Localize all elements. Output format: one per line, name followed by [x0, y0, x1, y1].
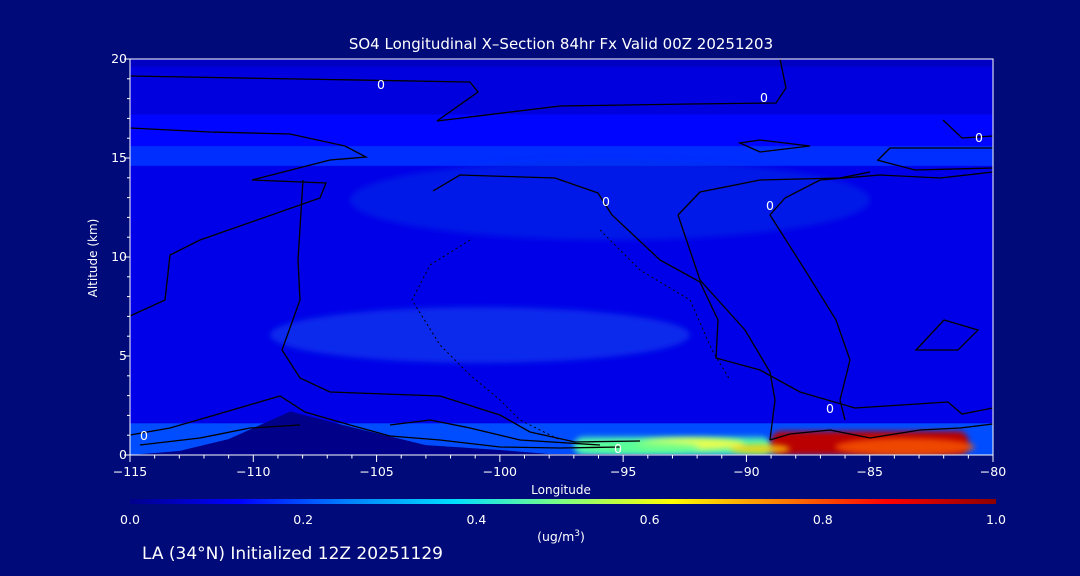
contour-label: 0: [766, 198, 774, 213]
colorbar-ticks: 0.0 0.2 0.4 0.6 0.8 1.0: [120, 512, 1006, 527]
contour-line: [432, 174, 993, 415]
contour-label: 0: [377, 77, 385, 92]
contour-label: 0: [602, 194, 610, 209]
y-tick-label: 0: [119, 447, 127, 462]
contour-label: 0: [140, 428, 148, 443]
dashed-contour-line: [411, 239, 561, 441]
x-axis-label: Longitude: [531, 483, 591, 497]
colorbar-units-base: (ug/m: [537, 529, 574, 544]
field-detail: [270, 160, 975, 455]
y-tick-label: 5: [119, 348, 127, 363]
colorbar-strip: [130, 499, 996, 504]
contour-line: [877, 147, 993, 161]
y-tick-label: 10: [111, 249, 127, 264]
colorbar-tick-label: 0.4: [466, 512, 486, 527]
x-tick-label: −115: [113, 464, 147, 479]
contour-label: 0: [975, 130, 983, 145]
y-axis: 0 5 10 15 20: [111, 51, 130, 462]
contour-line: [769, 423, 993, 441]
contour-labels: 0 0 0 0 0 0 0 0: [140, 77, 983, 456]
field-upper-layer-16: [130, 114, 993, 147]
x-tick-label: −85: [857, 464, 883, 479]
contour-line: [914, 319, 980, 351]
colorbar-units: (ug/m3): [537, 529, 585, 544]
x-tick-label: −110: [236, 464, 270, 479]
chart-title: SO4 Longitudinal X–Section 84hr Fx Valid…: [349, 35, 773, 53]
colorbar-tick-label: 0.2: [293, 512, 313, 527]
concentration-fields: [130, 59, 993, 455]
east-plume-yellow-fringe: [730, 444, 790, 454]
x-axis: −115 −110 −105 −100 −95 −90 −85 −80: [113, 455, 1006, 479]
east-plume-orange-rim: [835, 438, 975, 455]
plot-area: 0 0 0 0 0 0 0 0: [130, 59, 993, 456]
colorbar-tick-label: 0.0: [120, 512, 140, 527]
field-upper-layer-20: [130, 59, 993, 67]
y-axis-label: Altitude (km): [86, 219, 100, 298]
colorbar: 0.0 0.2 0.4 0.6 0.8 1.0 (ug/m3): [120, 499, 1006, 544]
dashed-contour-line: [599, 229, 731, 381]
contour-label: 0: [760, 90, 768, 105]
colorbar-tick-label: 0.6: [640, 512, 660, 527]
mid-level-lighter-region: [270, 307, 690, 363]
colorbar-tick-label: 1.0: [986, 512, 1006, 527]
zero-contours: [130, 59, 993, 449]
x-tick-label: −105: [359, 464, 393, 479]
colorbar-units-power: 3: [574, 529, 580, 539]
contour-line: [281, 179, 641, 443]
colorbar-units-close: ): [580, 529, 585, 544]
contour-line: [737, 139, 811, 153]
contour-line: [130, 127, 369, 317]
x-tick-label: −100: [483, 464, 517, 479]
contour-line: [389, 419, 601, 446]
upper-mid-lighter-region: [350, 160, 870, 240]
contour-line: [677, 214, 776, 441]
contour-line: [942, 119, 993, 139]
field-upper-layer-15: [130, 146, 993, 166]
contour-line: [139, 424, 301, 446]
contour-label: 0: [826, 401, 834, 416]
x-tick-label: −80: [980, 464, 1006, 479]
terrain-profile: [130, 411, 993, 455]
contour-line: [677, 171, 871, 216]
central-plume-green: [580, 441, 700, 453]
contour-line: [130, 395, 621, 449]
initialized-caption: LA (34°N) Initialized 12Z 20251129: [142, 544, 443, 564]
contour-line: [876, 159, 993, 171]
dashed-contours: [411, 229, 731, 441]
colorbar-tick-label: 0.8: [813, 512, 833, 527]
x-tick-label: −95: [610, 464, 636, 479]
contour-line: [769, 171, 993, 421]
field-upper-layer-18: [130, 66, 993, 115]
contour-label: 0: [614, 441, 622, 456]
contour-line: [130, 59, 787, 122]
x-tick-label: −90: [733, 464, 759, 479]
y-tick-label: 20: [111, 51, 127, 66]
y-tick-label: 15: [111, 150, 127, 165]
